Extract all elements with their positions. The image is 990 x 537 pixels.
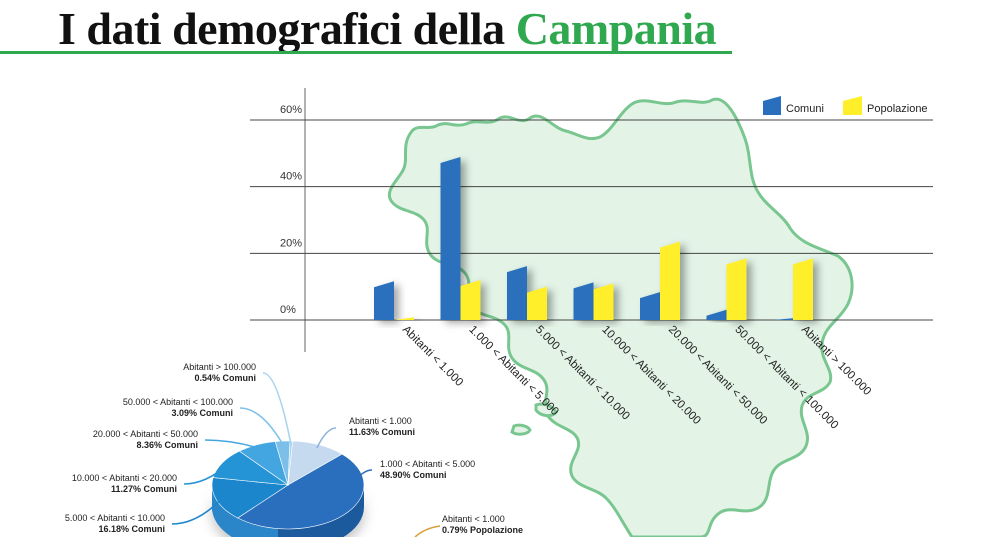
pie-value-label: 0.54% Comuni bbox=[194, 373, 256, 383]
pie-leader-line bbox=[171, 497, 223, 525]
bar-popolazione bbox=[593, 283, 614, 320]
pie-value-label: 48.90% Comuni bbox=[380, 470, 447, 480]
pie-label: 5.000 < Abitanti < 10.000 bbox=[65, 513, 165, 523]
legend-swatch-comuni bbox=[763, 96, 781, 115]
title-main: I dati demografici della bbox=[58, 3, 505, 54]
bar-comuni bbox=[374, 281, 394, 320]
bar-comuni bbox=[440, 157, 461, 320]
pie-leader-line bbox=[204, 439, 260, 449]
bar-popolazione bbox=[793, 258, 813, 320]
y-tick-label: 0% bbox=[280, 304, 296, 316]
legend-label-comuni: Comuni bbox=[786, 103, 824, 115]
pie-value-label: 3.09% Comuni bbox=[171, 408, 233, 418]
pie-label: Abitanti > 100.000 bbox=[183, 362, 256, 372]
pie-value-label: 8.36% Comuni bbox=[136, 440, 198, 450]
bar-comuni bbox=[706, 309, 727, 320]
pie-label: 20.000 < Abitanti < 50.000 bbox=[93, 429, 198, 439]
pie-value-label: 0.79% Popolazione bbox=[442, 525, 523, 535]
pie-leader-line bbox=[239, 407, 284, 446]
pie-leader-line bbox=[316, 427, 337, 449]
pie-slice bbox=[211, 477, 289, 519]
pie-leader-line bbox=[338, 469, 373, 514]
bar-comuni bbox=[640, 292, 660, 320]
page-title: I dati demografici della Campania bbox=[58, 2, 717, 55]
y-tick-label: 20% bbox=[280, 237, 302, 249]
pie-side-left bbox=[211, 485, 278, 537]
bar-comuni bbox=[507, 266, 527, 320]
bar-popolazione bbox=[394, 317, 414, 320]
pie-value-label: 11.63% Comuni bbox=[349, 427, 415, 437]
pie-label: Abitanti < 1.000 bbox=[442, 514, 505, 524]
island-capri bbox=[534, 402, 558, 418]
bar-popolazione bbox=[660, 241, 680, 320]
pie-label: 10.000 < Abitanti < 20.000 bbox=[72, 473, 177, 483]
pie-label: Abitanti < 1.000 bbox=[349, 416, 412, 426]
y-tick-label: 40% bbox=[280, 171, 302, 183]
legend-swatch-popolazione bbox=[843, 96, 862, 115]
pie-leader-line bbox=[183, 464, 228, 485]
bar-popolazione bbox=[527, 286, 547, 320]
y-tick-label: 60% bbox=[280, 104, 302, 116]
pie-value-label: 16.18% Comuni bbox=[98, 524, 165, 534]
bar-popolazione bbox=[460, 280, 481, 320]
title-accent: Campania bbox=[515, 3, 717, 54]
pie-leader-line bbox=[414, 525, 441, 537]
x-tick-label: Abitanti < 1.000 bbox=[400, 324, 465, 389]
pie-leader-line bbox=[262, 372, 292, 445]
pie-label: 50.000 < Abitanti < 100.000 bbox=[123, 397, 233, 407]
legend-label-popolazione: Popolazione bbox=[867, 103, 928, 115]
bar-comuni bbox=[773, 318, 793, 320]
pie-label: 1.000 < Abitanti < 5.000 bbox=[380, 459, 475, 469]
title-underline bbox=[0, 51, 732, 54]
bar-popolazione bbox=[726, 258, 747, 320]
bar-comuni bbox=[573, 282, 594, 320]
chart-legend: Comuni Popolazione bbox=[763, 96, 928, 115]
pie-slice bbox=[237, 453, 365, 530]
pie-value-label: 11.27% Comuni bbox=[111, 484, 177, 494]
island-ischia bbox=[510, 423, 532, 436]
